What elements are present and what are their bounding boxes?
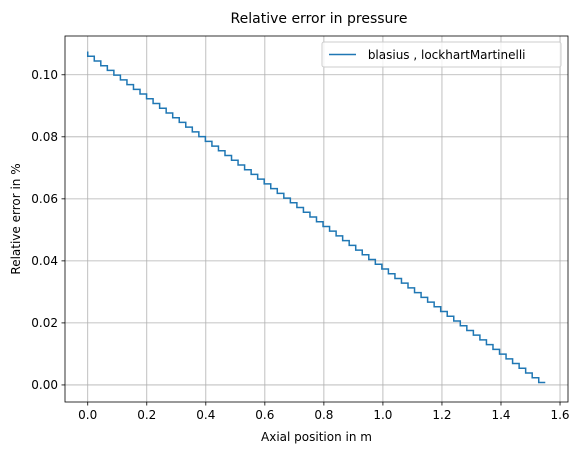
y-tick-label: 0.04	[31, 254, 58, 268]
x-tick-label: 0.6	[255, 408, 274, 422]
y-axis-title: Relative error in %	[9, 163, 23, 274]
x-axis: 0.0 0.2 0.4 0.6 0.8 1.0 1.2 1.4 1.6	[78, 402, 570, 422]
x-tick-label: 0.4	[196, 408, 215, 422]
y-tick-label: 0.08	[31, 130, 58, 144]
y-tick-label: 0.00	[31, 378, 58, 392]
y-axis: 0.00 0.02 0.04 0.06 0.08 0.10	[31, 68, 65, 392]
y-tick-label: 0.06	[31, 192, 58, 206]
x-axis-title: Axial position in m	[261, 430, 372, 444]
chart-title: Relative error in pressure	[231, 11, 408, 27]
y-tick-label: 0.02	[31, 316, 58, 330]
y-tick-label: 0.10	[31, 68, 58, 82]
x-tick-label: 1.4	[491, 408, 510, 422]
plot-frame	[64, 35, 569, 403]
x-tick-label: 1.0	[373, 408, 392, 422]
legend-label: blasius , lockhartMartinelli	[364, 48, 526, 62]
x-tick-label: 0.2	[137, 408, 156, 422]
x-tick-label: 1.6	[550, 408, 569, 422]
x-tick-label: 0.8	[314, 408, 333, 422]
x-tick-label: 0.0	[78, 408, 97, 422]
series-line-0	[86, 51, 546, 384]
series-layer	[86, 51, 546, 384]
grid	[65, 36, 568, 402]
x-tick-label: 1.2	[432, 408, 451, 422]
legend: blasius , lockhartMartinelli	[321, 41, 562, 68]
legend-box	[321, 41, 562, 68]
